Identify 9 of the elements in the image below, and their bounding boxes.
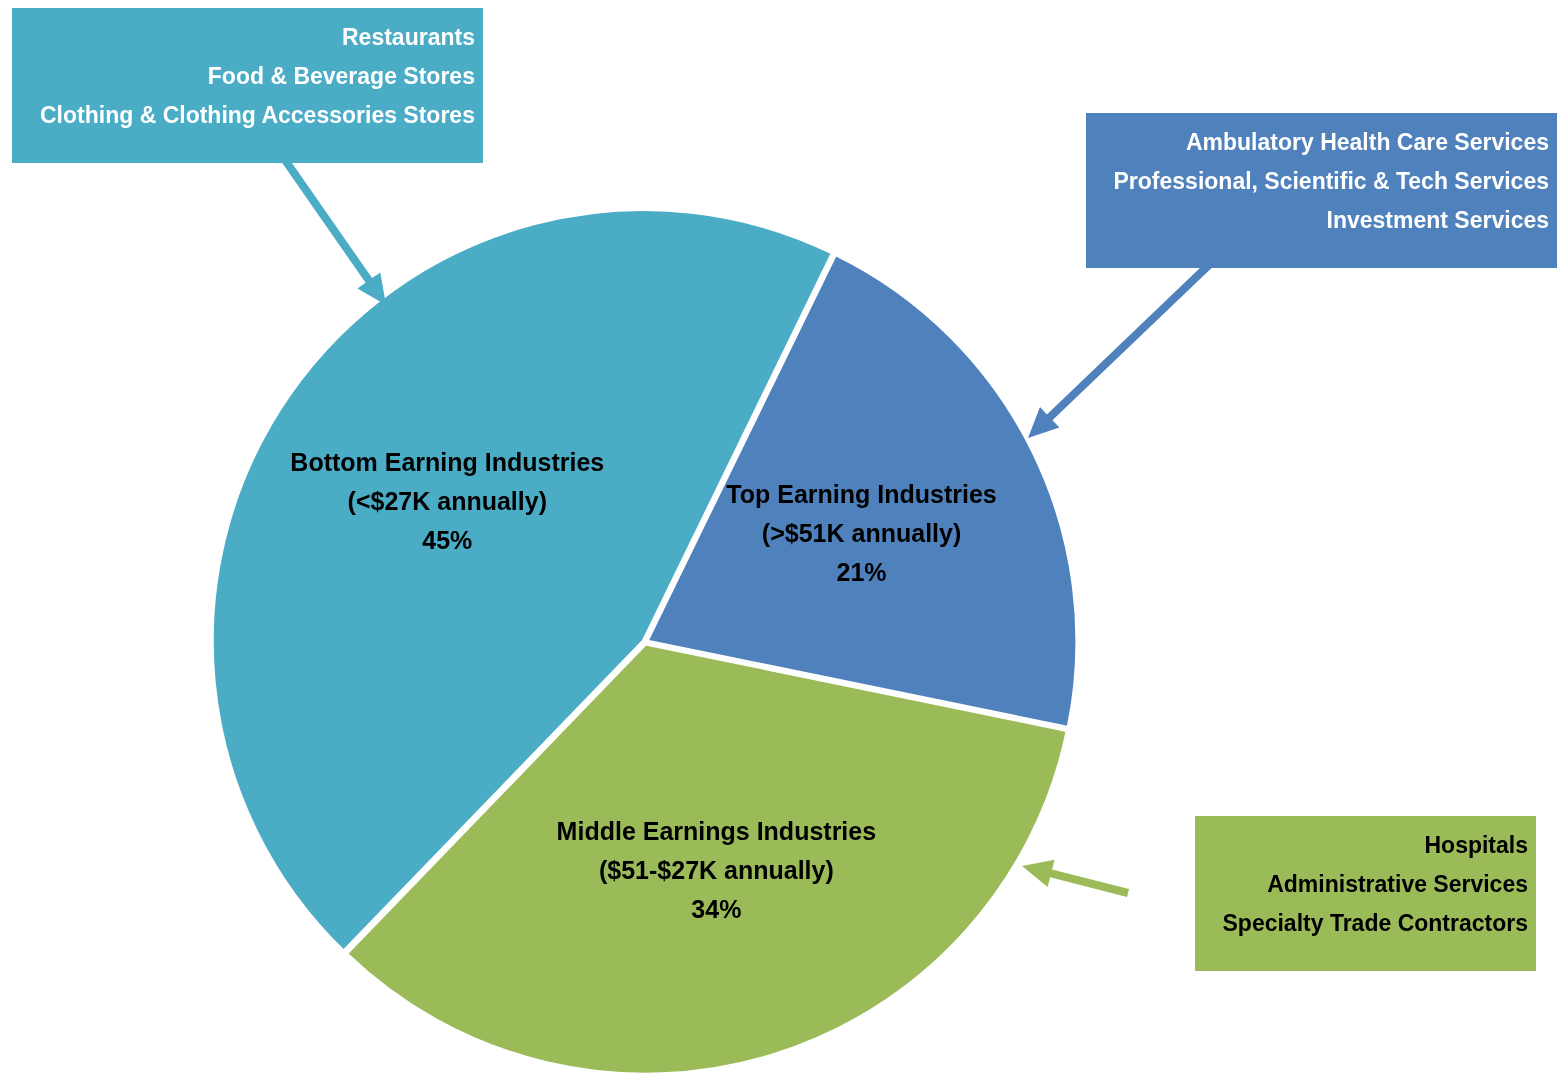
data-label: 21%: [836, 558, 887, 587]
data-label: 34%: [691, 895, 742, 924]
text: Restaurants Food & Beverage Stores Clothing & Clothing Accessories Stores: [12, 8, 483, 163]
text: Ambulatory Health Care Services Professional, Scientific & Tech Services Investment Services: [1085, 113, 1557, 268]
slice-label: Bottom Earning Industries (<$27K annually): [290, 448, 605, 516]
text: Hospitals Administrative Services Specialty Trade Contractors: [1194, 816, 1536, 971]
slice-label: Top Earning Industries (>$51K annually): [726, 480, 997, 548]
data-label: 45%: [422, 526, 473, 555]
slice-label: Middle Earnings Industries ($51-$27K annually): [556, 817, 877, 885]
